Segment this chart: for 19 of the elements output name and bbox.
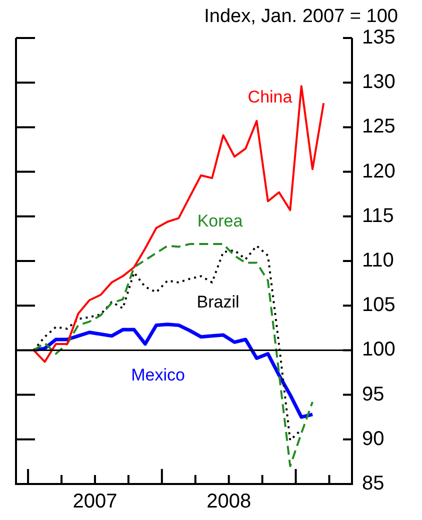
y-tick-label: 130 — [362, 71, 396, 94]
series-label: Brazil — [196, 292, 240, 312]
y-tick-label: 125 — [362, 116, 396, 138]
x-tick-label: 2007 — [72, 490, 118, 513]
line-series — [32, 243, 314, 468]
x-tick-label: 2008 — [206, 490, 252, 513]
y-tick-label: 120 — [362, 160, 396, 182]
y-tick-label: 90 — [362, 428, 384, 450]
y-axis-title: Index, Jan. 2007 = 100 — [204, 6, 398, 27]
series-label: Mexico — [131, 366, 185, 385]
y-tick-label: 110 — [362, 250, 394, 272]
y-tick-label: 115 — [362, 204, 394, 227]
y-tick-label: 135 — [362, 26, 396, 49]
series-label: Korea — [197, 212, 244, 231]
y-tick-label: 95 — [362, 383, 384, 406]
series-label: China — [248, 88, 293, 107]
y-tick-label: 100 — [362, 338, 396, 361]
y-tick-label: 85 — [362, 472, 384, 495]
y-tick-label: 105 — [362, 294, 396, 316]
